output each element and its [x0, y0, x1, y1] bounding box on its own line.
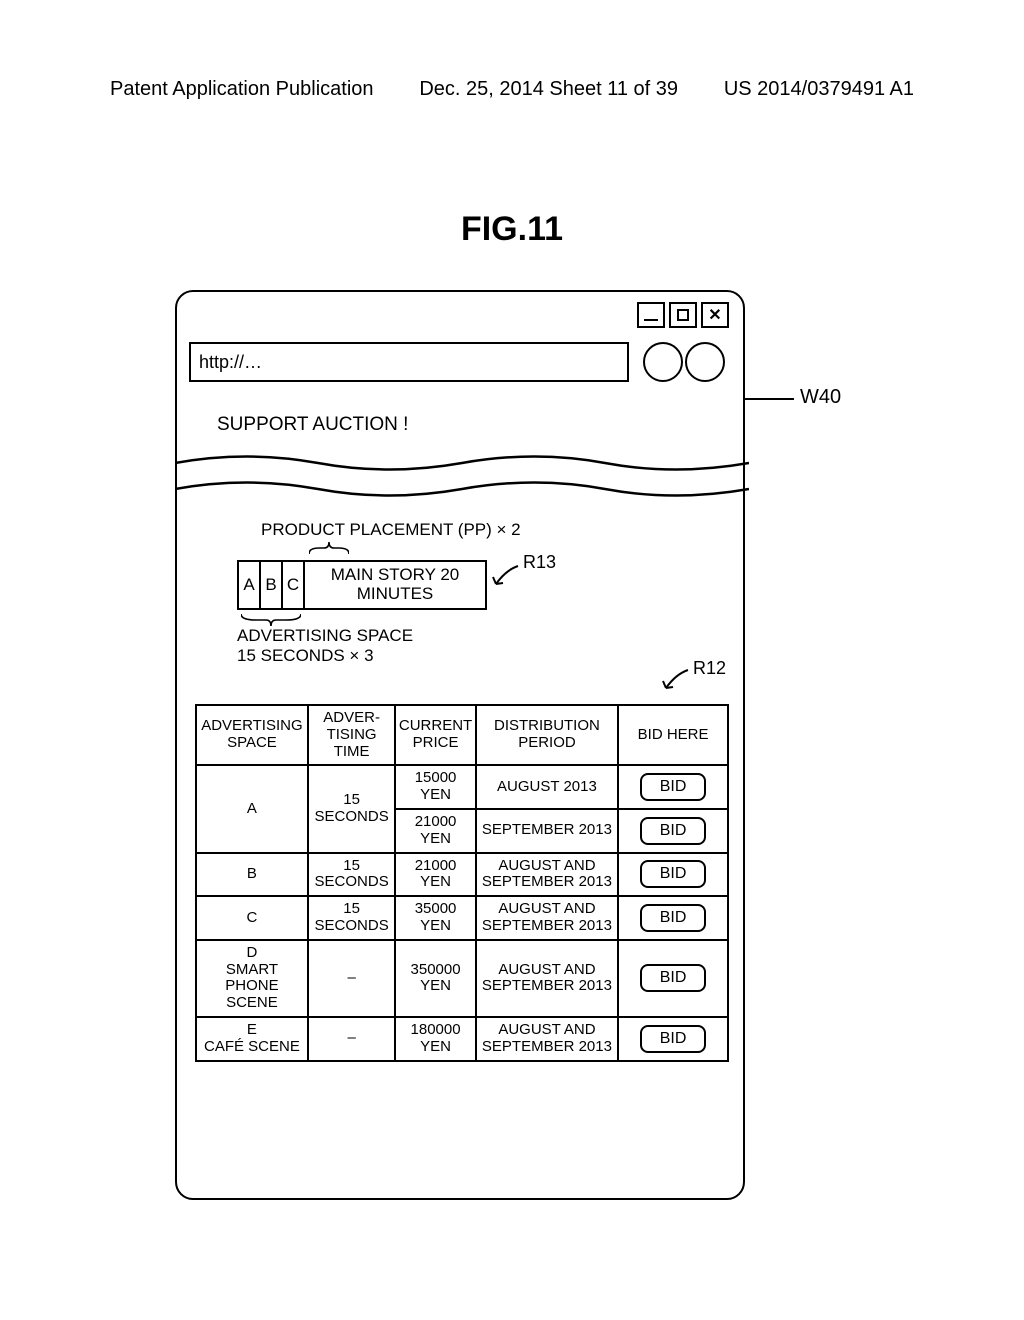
th-price: CURRENT PRICE [395, 705, 475, 765]
bar-cell-c: C [283, 562, 305, 608]
w40-leader-line [744, 398, 794, 400]
cell-dist: AUGUST AND SEPTEMBER 2013 [476, 940, 618, 1017]
nav-circle-1[interactable] [643, 342, 683, 382]
timeline-bar: A B C MAIN STORY 20 MINUTES [237, 560, 487, 610]
th-dist: DISTRIBUTION PERIOD [476, 705, 618, 765]
support-auction-heading: SUPPORT AUCTION ! [217, 414, 408, 436]
cell-dist: AUGUST AND SEPTEMBER 2013 [476, 896, 618, 940]
adv-space-line2: 15 SECONDS × 3 [237, 646, 413, 666]
cell-space: C [196, 896, 308, 940]
titlebar-buttons: ✕ [637, 302, 729, 328]
cell-price: 21000 YEN [395, 809, 475, 853]
bid-button[interactable]: BID [640, 860, 707, 888]
th-space: ADVERTISING SPACE [196, 705, 308, 765]
cell-space: B [196, 853, 308, 897]
cell-price: 180000 YEN [395, 1017, 475, 1061]
adv-space-label: ADVERTISING SPACE 15 SECONDS × 3 [237, 626, 413, 665]
cell-price: 21000 YEN [395, 853, 475, 897]
browser-window: ✕ http://… SUPPORT AUCTION ! PRODUCT PLA… [175, 290, 745, 1200]
table-body: A 15 SECONDS 15000 YEN AUGUST 2013 BID 2… [196, 765, 728, 1060]
cell-bid: BID [618, 1017, 728, 1061]
nav-circles [643, 342, 725, 382]
cell-dist: AUGUST AND SEPTEMBER 2013 [476, 1017, 618, 1061]
cell-price: 15000 YEN [395, 765, 475, 809]
cell-dist: SEPTEMBER 2013 [476, 809, 618, 853]
figure-label: FIG.11 [0, 210, 1024, 249]
r12-arrow-icon [662, 668, 690, 697]
cell-bid: BID [618, 940, 728, 1017]
page-header: Patent Application Publication Dec. 25, … [0, 78, 1024, 101]
bid-button[interactable]: BID [640, 904, 707, 932]
cell-time: – [308, 1017, 395, 1061]
table-row: E CAFÉ SCENE – 180000 YEN AUGUST AND SEP… [196, 1017, 728, 1061]
bid-button[interactable]: BID [640, 773, 707, 801]
r13-label: R13 [523, 552, 556, 573]
pp-brace-icon [309, 542, 349, 559]
wavy-break-bottom [175, 476, 749, 502]
cell-time: 15 SECONDS [308, 896, 395, 940]
th-bid: BID HERE [618, 705, 728, 765]
minimize-button[interactable] [637, 302, 665, 328]
cell-time: 15 SECONDS [308, 765, 395, 852]
cell-time: – [308, 940, 395, 1017]
bid-button[interactable]: BID [640, 964, 707, 992]
cell-price: 35000 YEN [395, 896, 475, 940]
nav-circle-2[interactable] [685, 342, 725, 382]
bar-cell-main: MAIN STORY 20 MINUTES [305, 562, 485, 608]
cell-price: 350000 YEN [395, 940, 475, 1017]
wavy-break-top [175, 450, 749, 476]
r12-label: R12 [693, 658, 726, 679]
header-right: US 2014/0379491 A1 [724, 78, 914, 101]
table-row: D SMART PHONE SCENE – 350000 YEN AUGUST … [196, 940, 728, 1017]
cell-space: E CAFÉ SCENE [196, 1017, 308, 1061]
cell-space: A [196, 765, 308, 852]
cell-bid: BID [618, 809, 728, 853]
cell-bid: BID [618, 765, 728, 809]
cell-dist: AUGUST AND SEPTEMBER 2013 [476, 853, 618, 897]
adv-space-line1: ADVERTISING SPACE [237, 626, 413, 646]
bar-cell-a: A [239, 562, 261, 608]
r13-arrow-icon [492, 564, 520, 593]
bar-big-line2: MINUTES [357, 585, 434, 604]
cell-space: D SMART PHONE SCENE [196, 940, 308, 1017]
header-left: Patent Application Publication [110, 78, 374, 101]
table-row: A 15 SECONDS 15000 YEN AUGUST 2013 BID [196, 765, 728, 809]
address-bar[interactable]: http://… [189, 342, 629, 382]
cell-bid: BID [618, 896, 728, 940]
bid-table: ADVERTISING SPACE ADVER- TISING TIME CUR… [195, 704, 729, 1062]
close-button[interactable]: ✕ [701, 302, 729, 328]
cell-bid: BID [618, 853, 728, 897]
bar-big-line1: MAIN STORY 20 [331, 566, 460, 585]
cell-time: 15 SECONDS [308, 853, 395, 897]
bid-button[interactable]: BID [640, 817, 707, 845]
th-time: ADVER- TISING TIME [308, 705, 395, 765]
cell-dist: AUGUST 2013 [476, 765, 618, 809]
url-text: http://… [199, 352, 262, 373]
bid-button[interactable]: BID [640, 1025, 707, 1053]
maximize-button[interactable] [669, 302, 697, 328]
header-center: Dec. 25, 2014 Sheet 11 of 39 [419, 78, 678, 101]
table-row: C 15 SECONDS 35000 YEN AUGUST AND SEPTEM… [196, 896, 728, 940]
table-row: B 15 SECONDS 21000 YEN AUGUST AND SEPTEM… [196, 853, 728, 897]
w40-label: W40 [800, 386, 841, 409]
table-header-row: ADVERTISING SPACE ADVER- TISING TIME CUR… [196, 705, 728, 765]
pp-label: PRODUCT PLACEMENT (PP) × 2 [261, 520, 521, 540]
bar-cell-b: B [261, 562, 283, 608]
